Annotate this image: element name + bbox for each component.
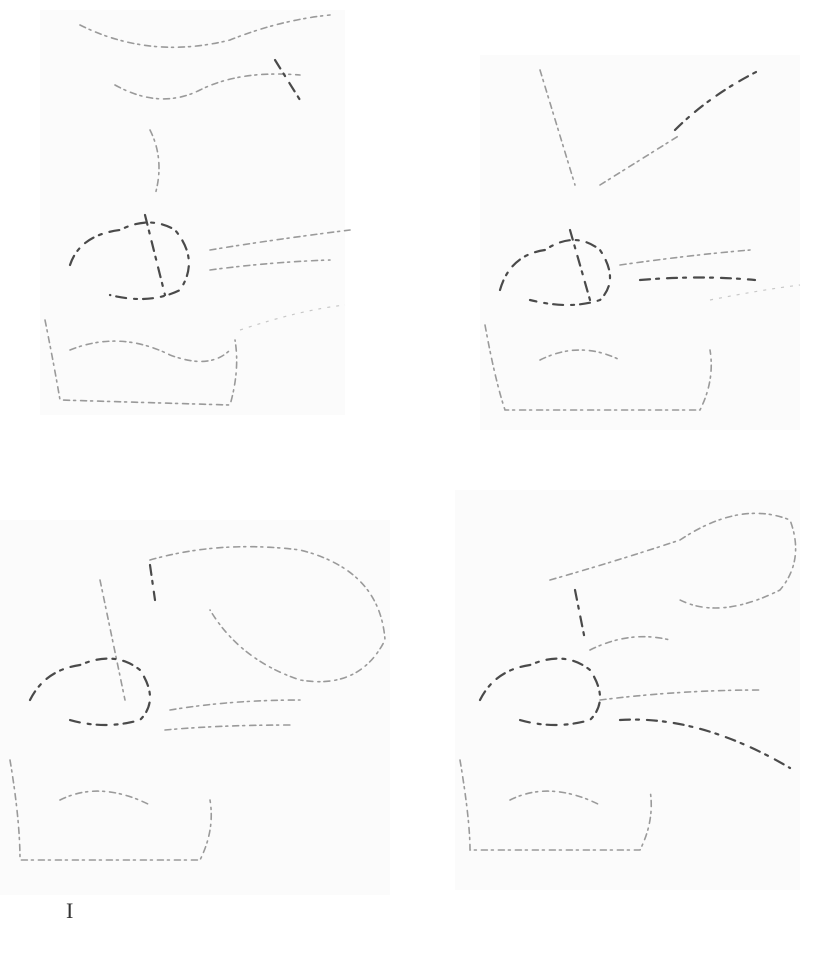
panel-label: I (66, 898, 73, 923)
page: I (() => { const data = JSON.parse(docum… (0, 0, 823, 975)
illustration: I (0, 0, 823, 975)
panel-background (0, 520, 390, 895)
panel-background (40, 10, 345, 415)
panel-background (480, 55, 800, 430)
